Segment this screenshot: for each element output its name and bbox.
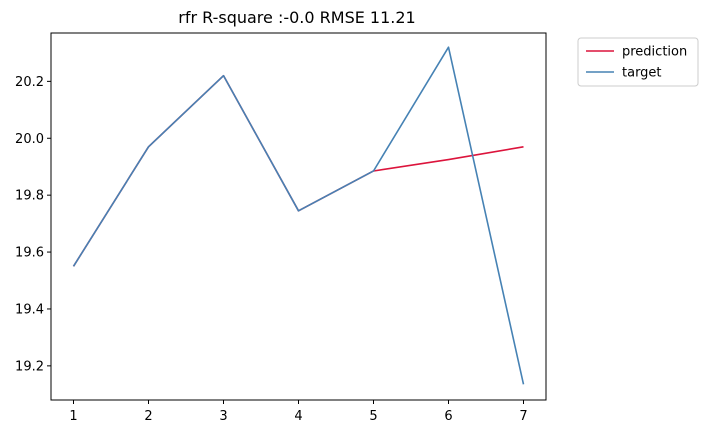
legend-label-target: target [622,66,662,81]
legend: prediction target [577,37,699,87]
y-tick-label: 19.2 [15,359,44,374]
x-tick-label: 3 [219,409,227,424]
x-axis: 1 2 3 4 5 6 7 [69,400,528,424]
plot-lines [72,46,525,385]
y-axis: 19.2 19.4 19.6 19.8 20.0 20.2 [15,75,51,374]
y-tick-label: 20.2 [15,75,44,90]
x-tick-label: 4 [294,409,302,424]
y-tick-label: 19.4 [15,302,44,317]
x-tick-label: 6 [444,409,452,424]
chart-title: rfr R-square :-0.0 RMSE 11.21 [178,8,415,27]
plot-area-frame [50,32,547,401]
x-tick-label: 2 [144,409,152,424]
legend-box [577,37,699,87]
legend-label-prediction: prediction [622,45,687,60]
y-tick-label: 20.0 [15,132,44,147]
series-line-target [72,46,525,385]
x-tick-label: 7 [519,409,527,424]
x-tick-label: 5 [369,409,377,424]
x-tick-label: 1 [69,409,77,424]
series-line-prediction [72,74,524,267]
y-tick-label: 19.8 [15,189,44,204]
y-tick-label: 19.6 [15,246,44,261]
